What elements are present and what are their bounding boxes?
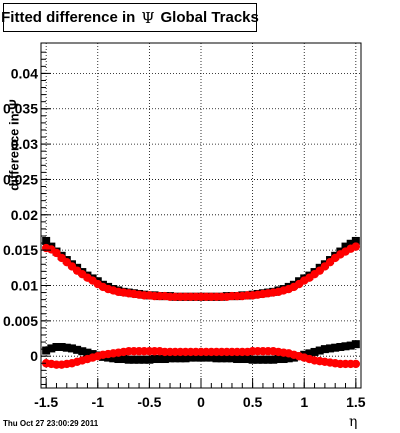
x-tick-label: -0.5 xyxy=(137,394,161,410)
timestamp: Thu Oct 27 23:00:29 2011 xyxy=(3,419,98,428)
x-tick-label: 0 xyxy=(197,394,205,410)
x-tick-label: 1 xyxy=(300,394,308,410)
x-tick-label: -1 xyxy=(92,394,105,410)
grid xyxy=(41,43,361,388)
x-tick-label: -1.5 xyxy=(34,394,58,410)
x-tick-label: 1.5 xyxy=(346,394,366,410)
x-axis-label: η xyxy=(349,414,357,430)
title-prefix: Fitted difference in xyxy=(1,9,135,26)
title-symbol: Ψ xyxy=(141,9,154,27)
chart-title: Fitted difference in Ψ Global Tracks xyxy=(3,3,257,32)
y-tick-label: 0.005 xyxy=(3,313,38,329)
y-tick-label: 0.04 xyxy=(11,65,38,81)
y-tick-label: 0.015 xyxy=(3,242,38,258)
y-tick-label: 0.01 xyxy=(11,277,38,293)
title-suffix: Global Tracks xyxy=(160,9,258,26)
data-point xyxy=(352,340,360,348)
y-tick-label: 0.02 xyxy=(11,207,38,223)
data-point xyxy=(352,242,360,250)
y-axis-label: difference in Ψ xyxy=(7,99,22,190)
data-point xyxy=(352,360,360,368)
x-tick-label: 0.5 xyxy=(243,394,263,410)
y-tick-label: 0 xyxy=(30,348,38,364)
